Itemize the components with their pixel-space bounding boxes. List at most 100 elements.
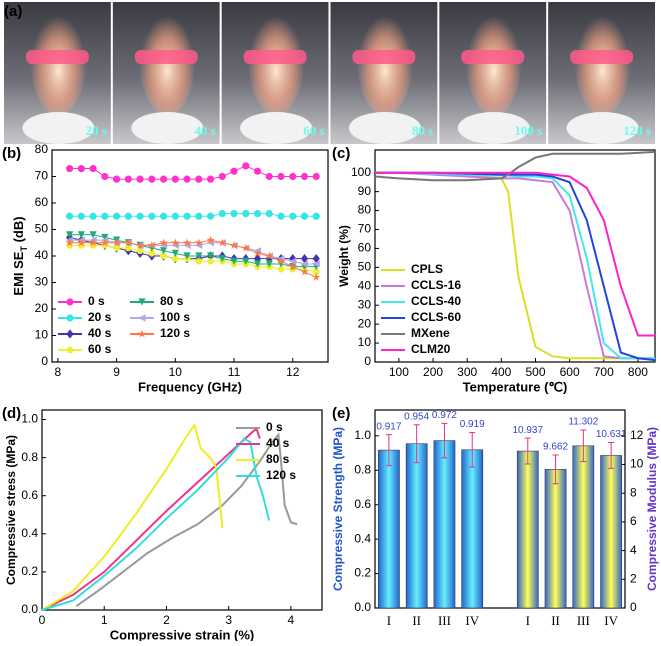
marker xyxy=(218,172,226,181)
legend-label: 60 s xyxy=(88,342,112,356)
burner xyxy=(240,112,313,144)
legend-label: 120 s xyxy=(160,326,190,340)
y2-tick-label: 8 xyxy=(630,485,637,499)
marker xyxy=(77,238,86,247)
marker xyxy=(65,238,74,247)
marker xyxy=(171,212,179,220)
marker xyxy=(148,250,156,257)
y-tick-label: 0.8 xyxy=(354,462,371,476)
marker xyxy=(265,172,273,181)
marker xyxy=(183,252,191,260)
legend-label: 0 s xyxy=(266,420,283,434)
marker xyxy=(289,172,297,181)
photo-caption: 40 s xyxy=(194,123,215,138)
x-tick-label: 700 xyxy=(594,365,614,379)
sample xyxy=(26,50,89,64)
y-tick-label: 0 xyxy=(41,354,48,368)
burner xyxy=(566,112,639,144)
marker xyxy=(147,241,157,249)
marker xyxy=(218,238,227,247)
marker xyxy=(171,241,179,249)
data-label: 0.954 xyxy=(404,411,429,422)
y-tick-label: 1.0 xyxy=(354,428,371,442)
bar xyxy=(461,449,484,609)
legend-label: 120 s xyxy=(266,468,296,482)
x-axis-label: Temperature (℃) xyxy=(463,379,568,394)
legend-label: 0 s xyxy=(88,294,105,308)
x-axis-label: Compressive strain (%) xyxy=(110,627,255,641)
sample xyxy=(352,50,416,64)
marker xyxy=(89,242,97,249)
marker xyxy=(183,212,191,220)
x-tick-label: 200 xyxy=(423,365,443,379)
y2-tick-label: 10 xyxy=(630,457,644,471)
data-label: 11.302 xyxy=(568,417,598,428)
marker xyxy=(230,167,238,175)
legend-marker xyxy=(66,329,74,339)
x-tick-label: II xyxy=(412,613,421,628)
marker xyxy=(218,255,226,263)
panel-label: (d) xyxy=(2,405,21,422)
y-axis-label-part: T xyxy=(19,246,29,252)
marker xyxy=(289,212,297,220)
x-tick-label: 600 xyxy=(560,365,580,379)
marker xyxy=(171,255,179,262)
sample xyxy=(243,50,307,64)
marker xyxy=(77,164,85,173)
marker xyxy=(206,252,215,260)
marker xyxy=(89,212,97,220)
marker xyxy=(89,164,97,173)
x-tick-label: 10 xyxy=(169,365,183,379)
marker xyxy=(242,257,250,265)
marker xyxy=(195,175,203,183)
legend-label: 100 s xyxy=(160,310,190,324)
y-axis-label: Compressive stress (MPa) xyxy=(4,435,18,585)
marker xyxy=(112,212,121,220)
x-tick-label: 12 xyxy=(286,365,300,379)
plot-frame xyxy=(374,409,626,609)
marker xyxy=(194,238,203,247)
series-line xyxy=(69,165,317,180)
data-label: 0.972 xyxy=(432,410,457,421)
bar xyxy=(405,443,428,609)
marker xyxy=(288,262,297,271)
marker xyxy=(195,252,203,260)
marker xyxy=(195,241,203,249)
data-label: 10.631 xyxy=(596,429,627,440)
x-tick-label: 8 xyxy=(55,365,62,379)
marker xyxy=(183,241,191,249)
legend-marker xyxy=(137,329,147,338)
series-line xyxy=(69,213,317,217)
marker xyxy=(159,241,168,249)
series-line xyxy=(375,171,655,360)
marker xyxy=(136,247,144,254)
marker xyxy=(241,243,250,252)
marker xyxy=(77,242,85,249)
marker xyxy=(300,172,309,181)
marker xyxy=(242,210,250,218)
legend-marker xyxy=(66,314,74,322)
marker xyxy=(265,210,273,218)
y-tick-label: 90 xyxy=(358,184,372,198)
legend-label: 40 s xyxy=(266,436,290,450)
y-tick-label: 50 xyxy=(358,260,372,274)
x-tick-label: 3 xyxy=(225,613,232,627)
sample xyxy=(134,50,198,64)
y-tick-label: 30 xyxy=(35,275,49,289)
y-axis-label-part: EMI SE xyxy=(11,251,26,295)
legend-label: CLM20 xyxy=(411,342,451,356)
legend-marker xyxy=(138,314,146,322)
marker xyxy=(277,172,285,181)
marker xyxy=(182,238,192,247)
marker xyxy=(218,210,226,218)
burner xyxy=(22,112,95,144)
photo-caption: 20 s xyxy=(86,123,107,138)
y-tick-label: 100 xyxy=(351,165,371,179)
series-line xyxy=(69,234,317,268)
x-tick-label: 100 xyxy=(389,365,409,379)
photo-caption: 120 s xyxy=(623,123,651,138)
data-label: 0.919 xyxy=(460,419,485,430)
legend-marker xyxy=(66,298,74,306)
marker xyxy=(312,268,320,276)
